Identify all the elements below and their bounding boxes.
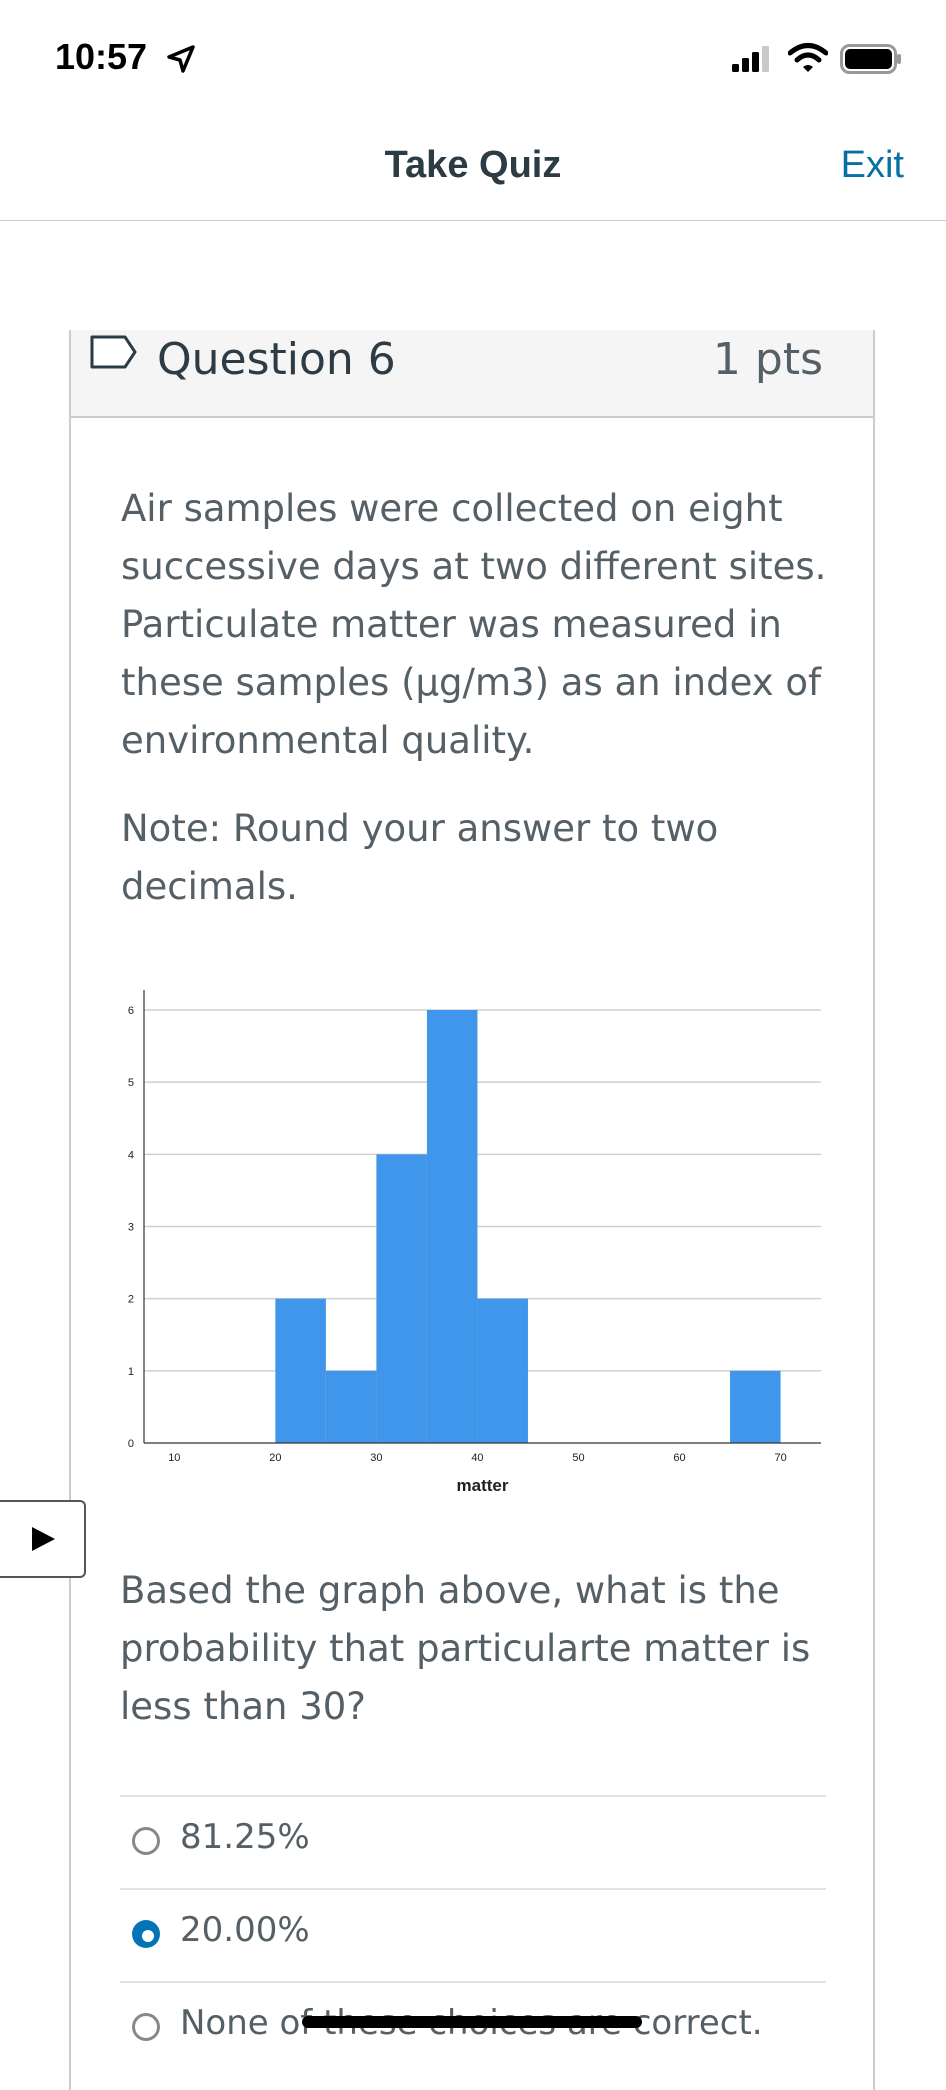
answer-label: 81.25% (180, 1817, 310, 1857)
answer-option-2[interactable]: 20.00% (120, 1888, 826, 1981)
histogram-bar (477, 1298, 528, 1443)
x-tick-label: 30 (370, 1452, 382, 1464)
x-tick-label: 40 (471, 1452, 483, 1464)
question-points: 1 pts (712, 334, 823, 385)
x-tick-label: 20 (269, 1452, 281, 1464)
quiz-nav-bar: Take Quiz Exit (0, 120, 946, 221)
question-header: Question 6 1 pts (71, 330, 873, 418)
play-button[interactable] (0, 1500, 86, 1578)
radio-button[interactable] (132, 2013, 160, 2041)
answer-list: 81.25% 20.00% None of these choices are … (120, 1795, 826, 2074)
y-tick-label: 2 (128, 1294, 134, 1306)
x-tick-label: 70 (774, 1452, 786, 1464)
exit-button[interactable]: Exit (840, 144, 904, 186)
page-title: Take Quiz (384, 144, 562, 186)
status-bar: 10:57 (0, 0, 946, 120)
question-note: Note: Round your answer to two decimals. (121, 807, 719, 908)
y-tick-label: 4 (128, 1149, 134, 1161)
histogram-bar (376, 1154, 427, 1443)
question-card: Question 6 1 pts Air samples were collec… (69, 330, 875, 2090)
wifi-icon (788, 43, 828, 72)
question-text: Air samples were collected on eight succ… (121, 487, 827, 762)
histogram-svg: 0 1 2 3 4 5 6 10 20 30 40 50 60 70 matter (128, 990, 821, 1495)
status-time: 10:57 (55, 36, 148, 77)
flag-question-icon[interactable] (89, 334, 139, 376)
battery-icon (840, 44, 901, 74)
play-icon (32, 1527, 55, 1551)
answer-label: 20.00% (180, 1910, 310, 1950)
x-tick-label: 10 (168, 1452, 180, 1464)
question-prompt: Based the graph above, what is the proba… (120, 1569, 811, 1728)
y-tick-label: 0 (128, 1438, 134, 1450)
x-tick-label: 60 (673, 1452, 685, 1464)
location-arrow-icon (167, 45, 195, 73)
y-tick-label: 1 (128, 1366, 134, 1378)
y-tick-label: 6 (128, 1005, 134, 1017)
histogram-bar (325, 1370, 377, 1443)
radio-button-selected[interactable] (132, 1920, 160, 1948)
question-title: Question 6 (157, 334, 396, 385)
radio-button[interactable] (132, 1827, 160, 1855)
answer-option-1[interactable]: 81.25% (120, 1795, 826, 1888)
cellular-signal-icon (732, 46, 769, 72)
histogram-bar (275, 1298, 326, 1443)
histogram-bar (426, 1010, 478, 1443)
y-tick-label: 3 (128, 1222, 134, 1234)
histogram-bar (730, 1370, 781, 1443)
x-axis-label: matter (457, 1476, 509, 1495)
y-tick-label: 5 (128, 1077, 134, 1089)
x-tick-label: 50 (572, 1452, 584, 1464)
home-indicator (302, 2016, 642, 2028)
histogram-chart: 0 1 2 3 4 5 6 10 20 30 40 50 60 70 matter (121, 960, 901, 1580)
